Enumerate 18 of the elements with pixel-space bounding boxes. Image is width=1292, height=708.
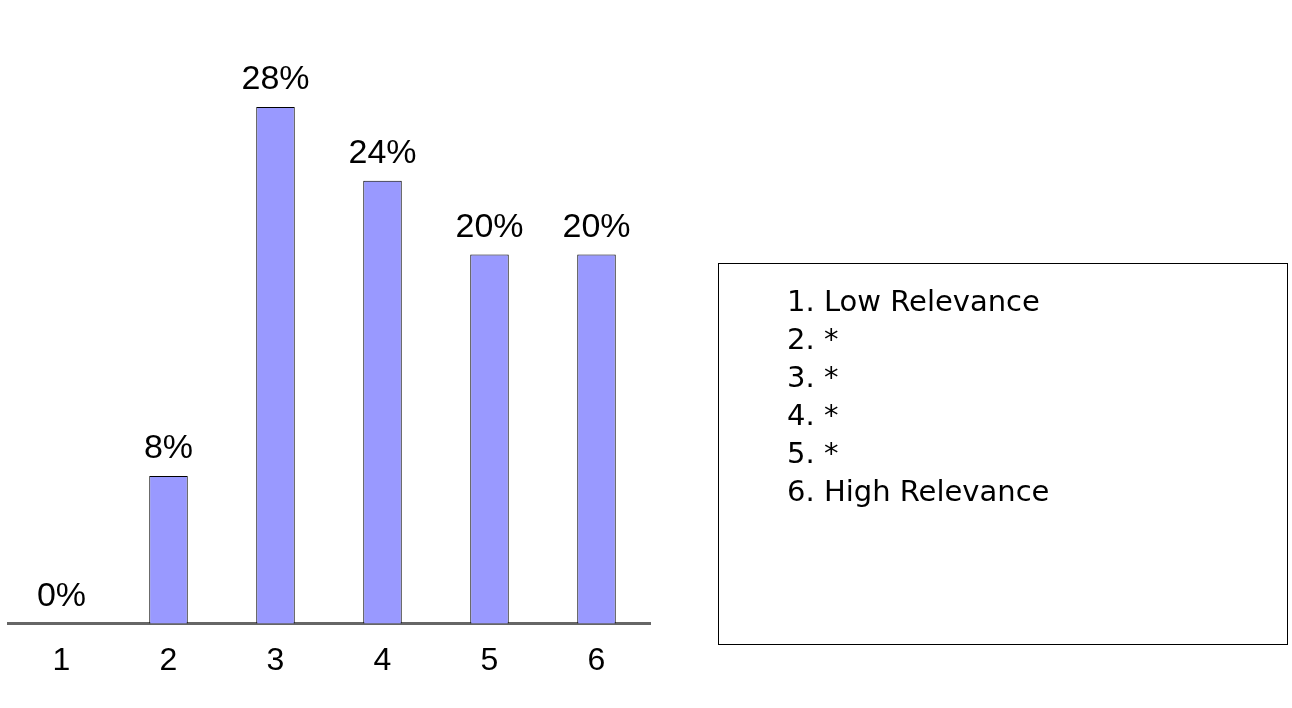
data-label: 28% xyxy=(241,58,310,97)
data-label: 24% xyxy=(348,132,417,171)
x-tick-label: 2 xyxy=(159,640,178,677)
data-label: 8% xyxy=(143,427,194,466)
text: 2. * xyxy=(787,321,840,358)
x-tick-label: 5 xyxy=(480,640,499,677)
x-tick-label: 4 xyxy=(373,640,392,677)
text: 5. * xyxy=(787,435,840,472)
text: 3. * xyxy=(787,359,840,396)
text: 4. * xyxy=(787,397,840,434)
data-label: 20% xyxy=(455,205,524,244)
x-tick-label: 3 xyxy=(266,640,285,677)
text: 6. High Relevance xyxy=(787,473,1051,510)
data-label: 0% xyxy=(36,574,87,613)
x-tick-label: 6 xyxy=(587,640,606,677)
text: 1. Low Relevance xyxy=(787,283,1041,320)
data-label: 20% xyxy=(562,205,631,244)
x-tick-label: 1 xyxy=(52,640,71,677)
